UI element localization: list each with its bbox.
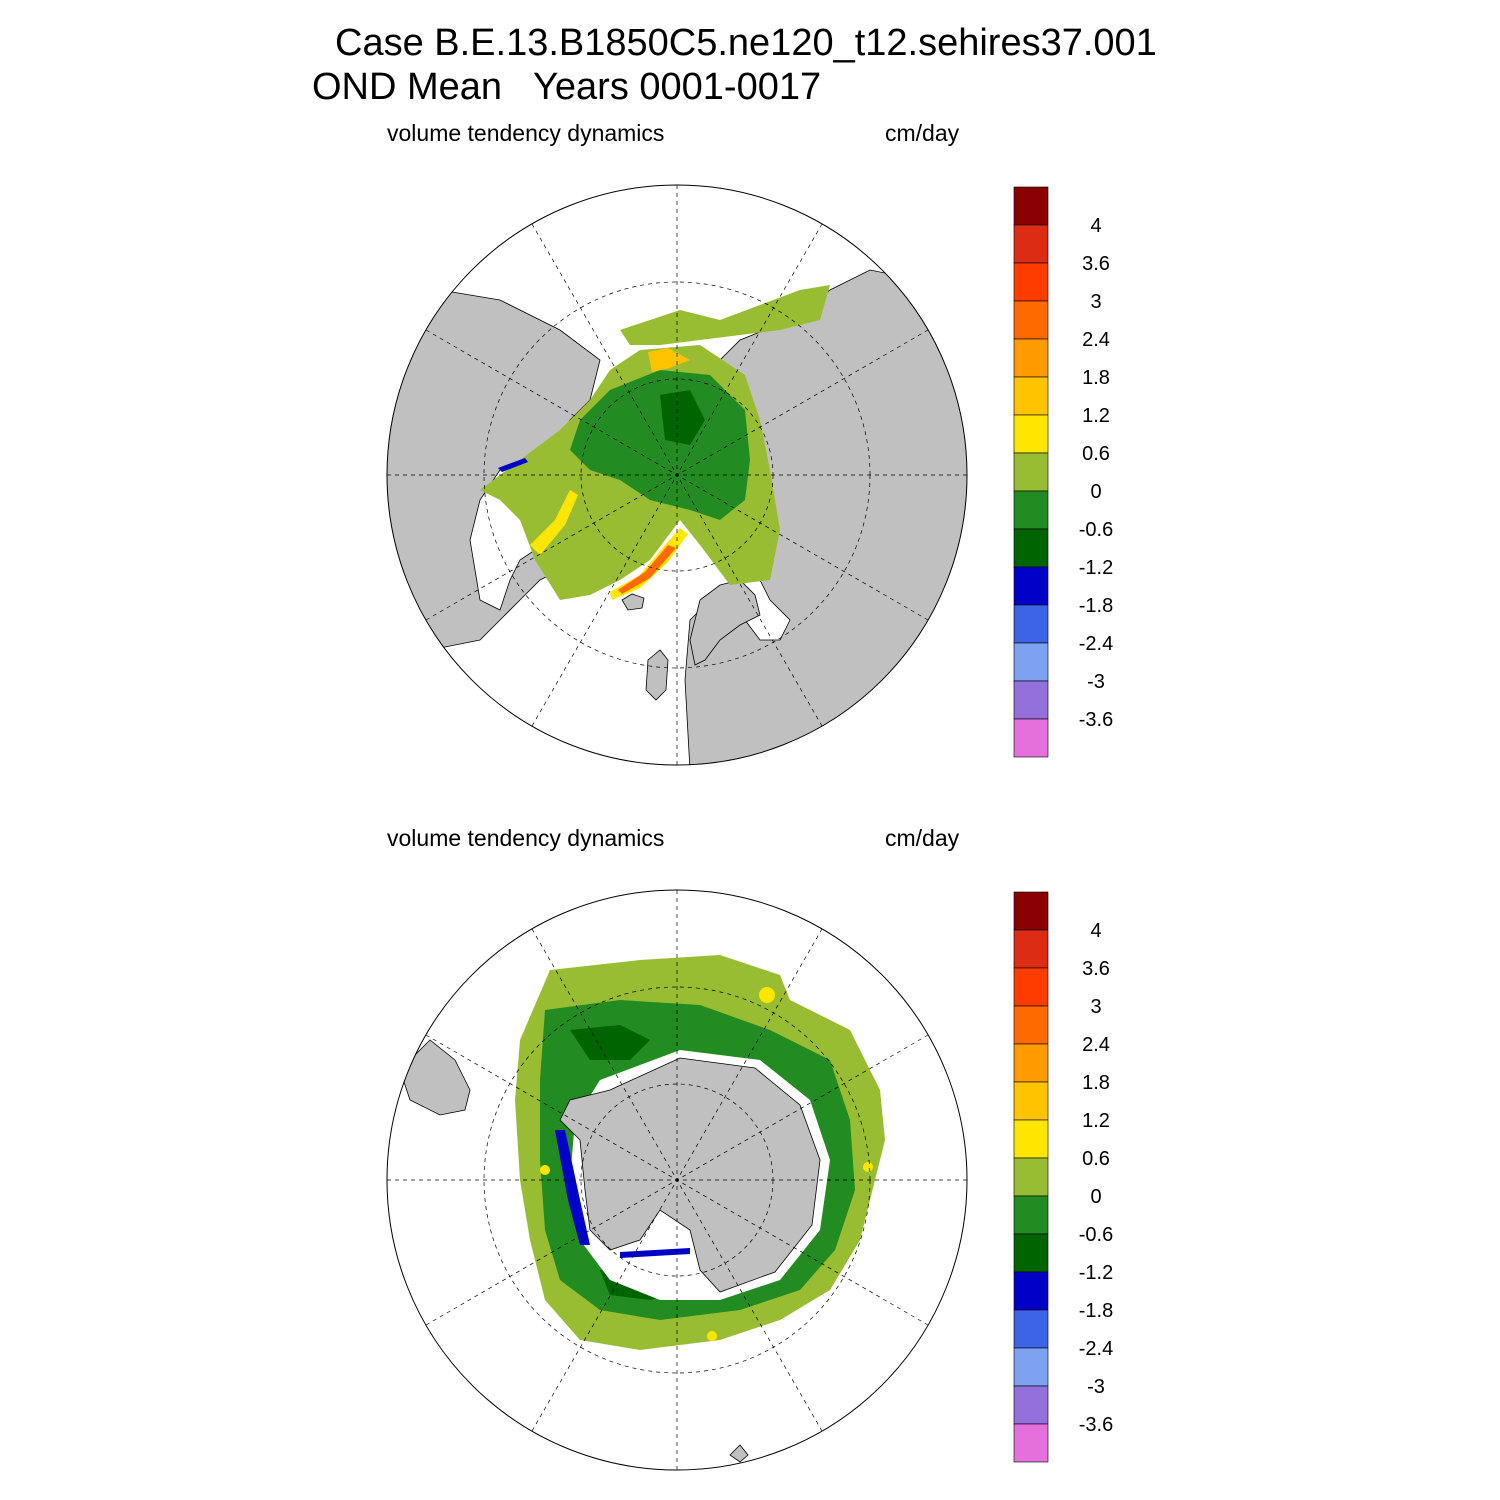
colorbar-tick-label: 0 xyxy=(1090,1186,1101,1208)
colorbar-swatch xyxy=(1013,718,1049,758)
colorbar-tick-label: 1.8 xyxy=(1082,1072,1110,1094)
colorbar-swatch xyxy=(1013,1005,1049,1045)
colorbar-tick-label: 1.2 xyxy=(1082,405,1110,427)
colorbar-tick-label: -3.6 xyxy=(1079,709,1113,731)
colorbar-swatch xyxy=(1013,528,1049,568)
north-ice-bering xyxy=(620,285,830,345)
figure-title: Case B.E.13.B1850C5.ne120_t12.sehires37.… xyxy=(335,22,1157,64)
south-map-boundary xyxy=(386,889,968,1471)
north-colorbar: 4 3.6 3 2.4 1.8 1.2 0.6 0 -0.6 -1.2 -1.8 -2.4 -3 -3.6 xyxy=(1013,186,1113,758)
colorbar-tick-label: -1.8 xyxy=(1079,1300,1113,1322)
south-land-south-america xyxy=(399,1039,471,1116)
north-ice-edge-band-4 xyxy=(530,490,578,555)
south-panel-variable-label: volume tendency dynamics xyxy=(387,825,665,851)
figure-subtitle: OND Mean Years 0001-0017 xyxy=(312,66,822,108)
colorbar-swatch xyxy=(1013,452,1049,492)
colorbar-swatch xyxy=(1013,604,1049,644)
south-colorbar: 4 3.6 3 2.4 1.8 1.2 0.6 0 -0.6 -1.2 -1.8 -2.4 -3 -3.6 xyxy=(1013,891,1113,1463)
south-graticule xyxy=(387,890,967,1470)
south-panel-units-label: cm/day xyxy=(885,825,960,851)
south-land-small-island xyxy=(729,1444,749,1463)
colorbar-tick-label: 4 xyxy=(1090,215,1101,237)
north-land-scandinavia xyxy=(689,579,761,666)
colorbar-swatch xyxy=(1013,642,1049,682)
colorbar-swatch xyxy=(1013,680,1049,720)
colorbar-swatch xyxy=(1013,1385,1049,1425)
colorbar-swatch xyxy=(1013,1195,1049,1235)
colorbar-tick-label: 0 xyxy=(1090,481,1101,503)
colorbar-tick-label: 3.6 xyxy=(1082,958,1110,980)
colorbar-tick-label: 2.4 xyxy=(1082,329,1110,351)
colorbar-tick-label: -1.8 xyxy=(1079,595,1113,617)
colorbar-tick-label: -1.2 xyxy=(1079,557,1113,579)
colorbar-tick-label: 1.2 xyxy=(1082,1110,1110,1132)
north-land-iceland xyxy=(621,593,645,611)
colorbar-swatch xyxy=(1013,1157,1049,1197)
colorbar-swatch xyxy=(1013,262,1049,302)
colorbar-swatch xyxy=(1013,414,1049,454)
colorbar-swatch xyxy=(1013,490,1049,530)
colorbar-tick-label: -2.4 xyxy=(1079,633,1113,655)
colorbar-tick-label: 1.8 xyxy=(1082,367,1110,389)
south-ice-patch-1 xyxy=(570,1025,650,1060)
colorbar-tick-label: -3 xyxy=(1087,671,1105,693)
north-ice-edge-band-5 xyxy=(498,458,528,472)
colorbar-tick-label: -1.2 xyxy=(1079,1262,1113,1284)
colorbar-swatch xyxy=(1013,338,1049,378)
colorbar-swatch xyxy=(1013,1423,1049,1463)
colorbar-tick-label: -0.6 xyxy=(1079,519,1113,541)
colorbar-tick-label: 0.6 xyxy=(1082,443,1110,465)
north-ice-core xyxy=(570,370,750,520)
colorbar-tick-label: 2.4 xyxy=(1082,1034,1110,1056)
north-ice-core-patch xyxy=(660,390,705,445)
south-ice-yellow-spot-1 xyxy=(759,987,775,1003)
colorbar-swatch xyxy=(1013,1081,1049,1121)
colorbar-swatch xyxy=(1013,300,1049,340)
colorbar-swatch xyxy=(1013,1271,1049,1311)
colorbar-tick-label: -3.6 xyxy=(1079,1414,1113,1436)
colorbar-swatch xyxy=(1013,929,1049,969)
colorbar-tick-label: 0.6 xyxy=(1082,1148,1110,1170)
colorbar-tick-label: 3.6 xyxy=(1082,253,1110,275)
north-polar-map xyxy=(386,184,968,766)
colorbar-swatch xyxy=(1013,891,1049,931)
north-ice-edge-band-1 xyxy=(648,348,690,372)
south-ice-yellow-spot-4 xyxy=(707,1331,717,1341)
north-land-british-isles xyxy=(645,649,669,701)
colorbar-swatch xyxy=(1013,186,1049,226)
colorbar-tick-label: 4 xyxy=(1090,920,1101,942)
south-land-antarctica xyxy=(559,1057,821,1293)
north-ice-edge-band-3 xyxy=(618,545,676,594)
colorbar-swatch xyxy=(1013,1309,1049,1349)
north-graticule xyxy=(387,185,967,765)
south-polar-map xyxy=(386,889,968,1471)
colorbar-swatch xyxy=(1013,1043,1049,1083)
north-panel-units-label: cm/day xyxy=(885,120,960,146)
colorbar-tick-label: 3 xyxy=(1090,291,1101,313)
south-ice-yellow-spot-3 xyxy=(863,1162,873,1172)
colorbar-tick-label: -0.6 xyxy=(1079,1224,1113,1246)
colorbar-tick-label: -2.4 xyxy=(1079,1338,1113,1360)
colorbar-swatch xyxy=(1013,376,1049,416)
colorbar-swatch xyxy=(1013,1233,1049,1273)
colorbar-swatch xyxy=(1013,1119,1049,1159)
north-map-boundary xyxy=(386,184,968,766)
south-coastal-band-blue-1 xyxy=(555,1130,590,1245)
colorbar-tick-label: 3 xyxy=(1090,996,1101,1018)
colorbar-tick-label: -3 xyxy=(1087,1376,1105,1398)
colorbar-swatch xyxy=(1013,224,1049,264)
south-coastal-band-blue-2 xyxy=(620,1248,690,1258)
colorbar-swatch xyxy=(1013,566,1049,606)
colorbar-swatch xyxy=(1013,1347,1049,1387)
south-ice-yellow-spot-2 xyxy=(540,1165,550,1175)
colorbar-swatch xyxy=(1013,967,1049,1007)
north-panel-variable-label: volume tendency dynamics xyxy=(387,120,665,146)
